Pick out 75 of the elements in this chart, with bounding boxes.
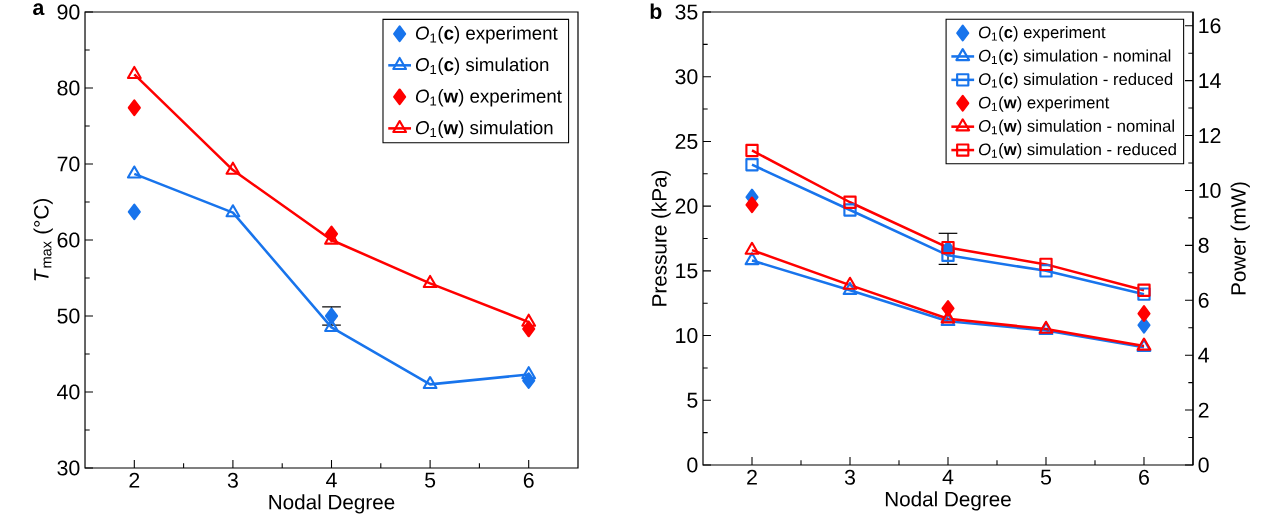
x-tick-label: 4 xyxy=(326,472,337,488)
point xyxy=(127,203,141,221)
y2-tick-label: 4 xyxy=(1198,347,1209,363)
legend-label: O$_{1}$(c) simulation - reduced xyxy=(978,72,1173,89)
y-axis-title: T$_{max}$ (°C) xyxy=(33,199,53,281)
chart-title: b xyxy=(650,3,662,20)
y-tick-label: 60 xyxy=(57,232,80,248)
y-tick-label: 40 xyxy=(57,384,80,400)
x-tick-label: 3 xyxy=(844,469,855,485)
point xyxy=(225,204,241,218)
legend-label: O$_{1}$(w) simulation - reduced xyxy=(978,143,1176,159)
x-axis-title: Nodal Degree xyxy=(885,491,1011,511)
point xyxy=(745,158,759,172)
legend-label: O$_{1}$(w) experiment xyxy=(415,89,562,107)
y-axis-title: Pressure (kPa) xyxy=(651,170,671,306)
point xyxy=(521,313,537,327)
legend-label: O$_{1}$(c) simulation - nominal xyxy=(978,49,1171,65)
x-tick-label: 6 xyxy=(1139,469,1149,485)
point xyxy=(126,165,142,179)
point xyxy=(842,276,858,290)
point xyxy=(422,375,438,390)
legend-label: O$_{1}$(w) experiment xyxy=(978,96,1110,112)
y-tick-label: 80 xyxy=(57,80,80,96)
point xyxy=(126,65,142,80)
y-tick-label: 10 xyxy=(676,328,698,344)
x-tick-label: 6 xyxy=(523,472,534,488)
point xyxy=(422,274,438,289)
y-tick-label: 50 xyxy=(57,308,80,324)
legend-label: O$_{1}$(c) simulation xyxy=(415,57,549,75)
point xyxy=(521,366,537,380)
y-tick-label: 0 xyxy=(687,457,698,473)
point xyxy=(842,281,858,295)
point xyxy=(744,241,760,255)
x-tick-label: 2 xyxy=(747,469,757,485)
y-tick-label: 20 xyxy=(675,198,698,214)
y2-tick-label: 2 xyxy=(1198,402,1209,418)
x-tick-label: 3 xyxy=(227,472,238,488)
y2-tick-label: 0 xyxy=(1198,457,1209,473)
legend-label: O$_{1}$(w) simulation - nominal xyxy=(978,119,1174,136)
y2-tick-label: 14 xyxy=(1199,73,1221,88)
y2-tick-label: 16 xyxy=(1199,18,1221,34)
point xyxy=(745,196,759,214)
point xyxy=(1137,305,1151,322)
y-tick-label: 25 xyxy=(675,133,698,149)
legend-label: O$_{1}$(c) experiment xyxy=(978,25,1106,42)
point xyxy=(1039,264,1053,278)
point xyxy=(744,252,760,266)
point xyxy=(1137,283,1151,297)
point xyxy=(1137,287,1151,301)
y2-tick-label: 12 xyxy=(1199,128,1221,143)
y-tick-label: 90 xyxy=(57,4,80,20)
y-tick-label: 70 xyxy=(57,156,80,172)
y2-tick-label: 6 xyxy=(1198,292,1209,308)
point xyxy=(1039,257,1053,272)
point xyxy=(745,143,759,158)
point xyxy=(843,203,857,217)
y2-tick-label: 10 xyxy=(1199,182,1221,198)
y-tick-label: 35 xyxy=(675,4,698,20)
y-tick-label: 5 xyxy=(687,392,698,408)
legend-label: O$_{1}$(c) experiment xyxy=(415,26,558,44)
y-tick-label: 30 xyxy=(57,460,80,476)
x-tick-label: 5 xyxy=(1040,469,1052,485)
y-tick-label: 15 xyxy=(676,263,698,279)
y2-tick-label: 8 xyxy=(1198,237,1209,253)
legend-label: O$_{1}$(w) simulation xyxy=(415,120,553,139)
x-tick-label: 4 xyxy=(942,469,954,485)
y-tick-label: 30 xyxy=(675,69,698,85)
point xyxy=(225,161,241,175)
point xyxy=(843,195,857,209)
y2-axis-title: Power (mW) xyxy=(1230,182,1250,295)
point xyxy=(127,99,141,117)
x-tick-label: 2 xyxy=(129,472,140,488)
x-axis-title: Nodal Degree xyxy=(269,494,395,514)
chart-title: a xyxy=(33,3,45,16)
x-tick-label: 5 xyxy=(425,472,436,488)
